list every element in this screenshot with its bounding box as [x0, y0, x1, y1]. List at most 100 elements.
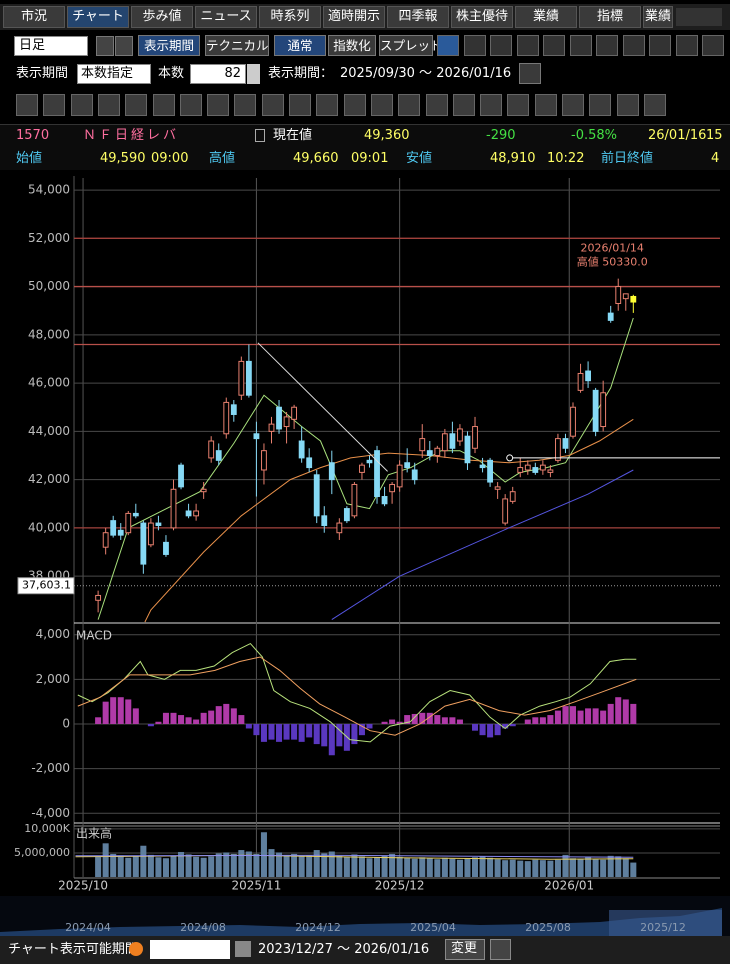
toolbar-icon[interactable] — [649, 35, 671, 56]
tab[interactable]: 歩み値 — [131, 6, 193, 28]
volume-bar — [441, 857, 448, 877]
calendar-icon[interactable] — [235, 941, 251, 957]
tab-scroll[interactable] — [676, 8, 722, 26]
count-spinner[interactable] — [247, 64, 260, 84]
volume-bar — [283, 854, 290, 877]
panel-title: 出来高 — [76, 826, 112, 841]
macd-histogram — [283, 724, 290, 740]
range-label: 表示期間 — [16, 66, 69, 81]
toolbar-button[interactable]: 表示期間 — [138, 35, 200, 56]
tool-icon[interactable] — [289, 94, 311, 116]
tool-icon[interactable] — [425, 94, 448, 116]
candle-body — [419, 438, 426, 452]
tool-icon[interactable] — [43, 94, 66, 116]
name: ＮＦ日経レバ — [83, 128, 180, 143]
navigator-window[interactable] — [609, 910, 722, 936]
tool-icon[interactable] — [125, 94, 148, 116]
macd-histogram — [419, 712, 426, 724]
tab[interactable]: 業績 — [515, 6, 577, 28]
annotation-text: 高値 50330.0 — [577, 255, 648, 269]
tool-icon[interactable] — [16, 94, 38, 116]
toolbar-icon[interactable] — [569, 35, 592, 56]
date-input[interactable] — [150, 940, 230, 959]
tool-icon[interactable] — [343, 94, 366, 116]
doc-icon — [255, 129, 265, 142]
tool-icon[interactable] — [97, 94, 120, 116]
tool-icon[interactable] — [261, 94, 284, 116]
volume-bar — [389, 853, 396, 877]
tool-icon[interactable] — [616, 94, 639, 116]
volume-bar — [434, 859, 441, 877]
tab[interactable]: 株主優待 — [451, 6, 513, 28]
candle-body — [283, 416, 290, 428]
toolbar-icon[interactable] — [437, 35, 459, 56]
tool-icon[interactable] — [70, 94, 93, 116]
toolbar-button[interactable]: スプレッド — [379, 35, 443, 56]
candle-body — [570, 406, 576, 437]
quote-panel — [0, 124, 730, 170]
reset-button[interactable] — [519, 63, 541, 84]
macd-histogram — [147, 724, 154, 727]
candle-body — [630, 295, 637, 303]
tool-icon[interactable] — [152, 94, 175, 116]
tool-icon[interactable] — [480, 94, 503, 116]
tool-icon[interactable] — [534, 94, 557, 116]
candle-body — [208, 440, 215, 459]
macd-histogram — [215, 706, 222, 724]
macd-histogram — [494, 724, 501, 736]
toolbar-button[interactable]: テクニカル — [205, 35, 269, 56]
tab[interactable]: チャート — [67, 6, 129, 28]
toolbar-icon[interactable] — [490, 35, 512, 56]
tool-icon[interactable] — [316, 94, 339, 116]
volume-bar — [268, 849, 275, 877]
tool-icon[interactable] — [643, 94, 666, 116]
y-tick-label: 10,000K — [24, 822, 70, 835]
tool-icon[interactable] — [179, 94, 202, 116]
candle-body — [381, 496, 388, 505]
toolbar-icon[interactable] — [702, 35, 724, 56]
change-button[interactable]: 変更 — [445, 939, 485, 960]
tool-icon[interactable] — [589, 94, 612, 116]
tab[interactable]: 四季報 — [387, 6, 449, 28]
tool-icon[interactable] — [370, 94, 393, 116]
count-input[interactable]: 82 — [190, 64, 246, 84]
mode-select[interactable]: 本数指定 — [77, 64, 151, 84]
tool-icon[interactable] — [452, 94, 475, 116]
current-label: 現在値 — [273, 128, 313, 143]
tab[interactable]: 適時開示 — [323, 6, 385, 28]
tool-icon[interactable] — [234, 94, 257, 116]
macd-histogram — [95, 717, 102, 724]
tab[interactable]: 時系列 — [259, 6, 321, 28]
next-button[interactable] — [115, 36, 133, 56]
volume-bar — [366, 858, 373, 877]
toolbar-icon[interactable] — [622, 35, 645, 56]
toolbar-button[interactable]: 指数化 — [328, 35, 376, 56]
volume-bar — [102, 843, 109, 877]
tab[interactable]: 市況 — [3, 6, 65, 28]
tool-icon[interactable] — [507, 94, 530, 116]
toolbar-icon[interactable] — [463, 35, 486, 56]
tool-icon[interactable] — [398, 94, 421, 116]
period-select[interactable]: 日足 — [14, 36, 88, 56]
low-time: 10:22 — [547, 151, 585, 166]
tab[interactable]: 業績 — [643, 6, 673, 28]
prev-button[interactable] — [96, 36, 114, 56]
macd-histogram — [125, 699, 132, 724]
y-tick-label: 0 — [62, 717, 70, 731]
toolbar-icon[interactable] — [675, 35, 698, 56]
volume-bar — [351, 854, 358, 877]
toolbar-button[interactable]: 通常 — [274, 35, 326, 56]
toolbar-icon[interactable] — [516, 35, 539, 56]
tab[interactable]: ニュース — [195, 6, 257, 28]
macd-histogram — [328, 724, 335, 756]
tool-icon[interactable] — [207, 94, 230, 116]
prev-label: 前日終値 — [601, 151, 654, 166]
macd-histogram — [404, 715, 411, 724]
tab[interactable]: 指標 — [579, 6, 641, 28]
macd-histogram — [117, 697, 124, 724]
undo-button[interactable] — [490, 939, 511, 960]
tool-icon[interactable] — [562, 94, 584, 116]
candle-body — [517, 467, 524, 473]
toolbar-icon[interactable] — [596, 35, 618, 56]
toolbar-icon[interactable] — [543, 35, 565, 56]
